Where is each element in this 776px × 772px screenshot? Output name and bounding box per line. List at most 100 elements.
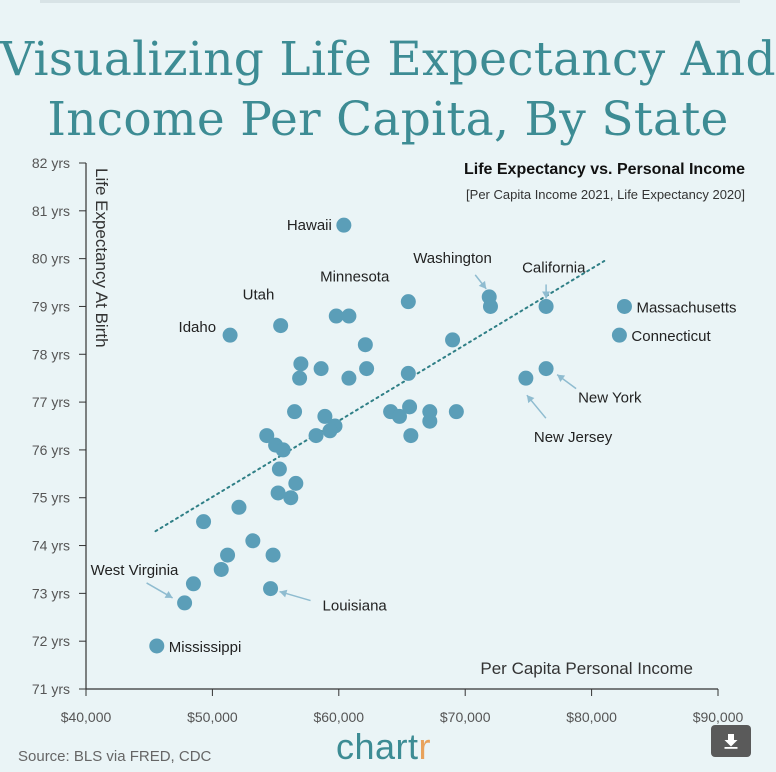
arrowhead-washington: [478, 280, 487, 289]
trendline: [154, 260, 606, 533]
y-tick-label: 74 yrs: [32, 538, 70, 554]
label-idaho: Idaho: [179, 319, 217, 336]
data-point: [220, 547, 236, 563]
label-mississippi: Mississippi: [169, 639, 242, 656]
y-tick-label: 82 yrs: [32, 155, 70, 171]
data-point: [283, 490, 299, 506]
label-utah: Utah: [243, 287, 275, 304]
data-point-massachusetts: [616, 298, 632, 314]
data-point-utah: [273, 318, 289, 334]
data-point: [213, 561, 229, 577]
y-tick-label: 73 yrs: [32, 585, 70, 601]
data-point: [275, 442, 291, 458]
data-point: [259, 428, 275, 444]
y-axis-title: Life Expectancy At Birth: [92, 168, 111, 348]
x-tick-label: $60,000: [313, 709, 364, 725]
data-point: [308, 428, 324, 444]
data-point-louisiana: [263, 581, 279, 597]
y-tick-label: 79 yrs: [32, 298, 70, 314]
x-axis-title: Per Capita Personal Income: [480, 659, 693, 678]
data-point-connecticut: [611, 327, 627, 343]
data-point-california: [538, 298, 554, 314]
data-point: [270, 485, 286, 501]
data-point: [313, 361, 329, 377]
y-tick-label: 80 yrs: [32, 251, 70, 267]
y-tick-label: 81 yrs: [32, 203, 70, 219]
data-point-idaho: [222, 327, 238, 343]
data-point: [403, 428, 419, 444]
label-hawaii: Hawaii: [287, 217, 332, 234]
data-point: [341, 370, 357, 386]
brand-logo: chartr: [336, 726, 431, 768]
x-tick-label: $90,000: [693, 709, 744, 725]
label-california: California: [522, 259, 586, 276]
arrowhead-west-virginia: [164, 590, 173, 598]
data-point-new-jersey: [518, 370, 534, 386]
label-washington: Washington: [413, 250, 492, 267]
arrowhead-new-york: [557, 374, 566, 382]
data-point: [322, 423, 338, 439]
arrowhead-new-jersey: [526, 395, 535, 404]
y-tick-label: 77 yrs: [32, 394, 70, 410]
label-massachusetts: Massachusetts: [636, 299, 736, 316]
data-point: [245, 533, 261, 549]
data-point-mississippi: [149, 638, 165, 654]
y-tick-label: 76 yrs: [32, 442, 70, 458]
arrowhead-california: [542, 291, 551, 299]
data-point: [341, 308, 357, 324]
label-new-jersey: New Jersey: [534, 429, 613, 446]
data-point: [231, 499, 247, 515]
page-title-line-1: Visualizing Life Expectancy And: [0, 32, 776, 87]
data-point: [292, 370, 308, 386]
data-point: [328, 308, 344, 324]
data-point: [287, 404, 303, 420]
data-point: [359, 361, 375, 377]
data-point-west-virginia: [177, 595, 193, 611]
data-point: [288, 475, 304, 491]
data-point: [391, 408, 407, 424]
download-arrow-icon: [724, 734, 738, 749]
page-title: Visualizing Life Expectancy And Income P…: [0, 30, 776, 150]
data-points: [149, 217, 632, 654]
label-louisiana: Louisiana: [323, 598, 388, 615]
y-tick-label: 75 yrs: [32, 490, 70, 506]
x-tick-label: $70,000: [440, 709, 491, 725]
x-tick-label: $80,000: [566, 709, 617, 725]
top-strip: [40, 0, 740, 3]
chart-subtitle: Life Expectancy vs. Personal Income: [464, 161, 745, 178]
brand-logo-accent: r: [418, 726, 432, 767]
label-minnesota: Minnesota: [320, 269, 390, 286]
data-point: [265, 547, 281, 563]
data-point: [448, 404, 464, 420]
download-button[interactable]: [711, 725, 751, 757]
annotations: Hawaii Idaho Utah Minnesota Washington Califo…: [91, 217, 737, 656]
data-point-hawaii: [336, 217, 352, 233]
data-point-new-york: [538, 361, 554, 377]
data-point: [445, 332, 461, 348]
trendline-group: [154, 260, 606, 533]
data-point: [185, 576, 201, 592]
label-new-york: New York: [578, 390, 642, 407]
label-west-virginia: West Virginia: [91, 562, 179, 579]
data-point: [400, 365, 416, 381]
x-tick-label: $50,000: [187, 709, 238, 725]
data-point: [196, 514, 212, 530]
data-point: [402, 399, 418, 415]
arrowhead-louisiana: [279, 589, 288, 598]
label-connecticut: Connecticut: [631, 328, 711, 345]
data-point-minnesota: [400, 294, 416, 310]
y-tick-label: 78 yrs: [32, 346, 70, 362]
data-point: [357, 337, 373, 353]
chart-subsubtitle: [Per Capita Income 2021, Life Expectancy…: [466, 187, 745, 202]
data-point: [293, 356, 309, 372]
axes: 71 yrs 72 yrs 73 yrs 74 yrs 75 yrs 76 yrs 77 y…: [32, 155, 744, 725]
data-point: [317, 408, 333, 424]
y-tick-label: 71 yrs: [32, 681, 70, 697]
data-point: [271, 461, 287, 477]
data-point: [422, 413, 438, 429]
x-tick-label: $40,000: [61, 709, 112, 725]
page-title-line-2: Income Per Capita, By State: [47, 92, 729, 147]
source-note: Source: BLS via FRED, CDC: [18, 748, 212, 765]
data-point: [482, 298, 498, 314]
